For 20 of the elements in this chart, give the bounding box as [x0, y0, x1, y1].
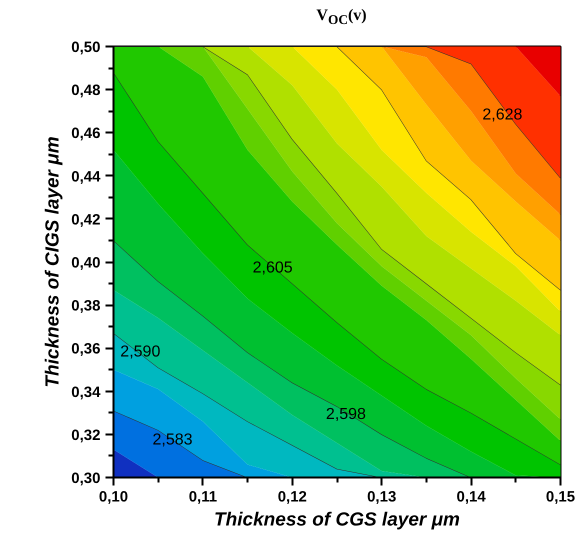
y-tick-label: 0,38 — [71, 298, 101, 315]
y-tick-label: 0,46 — [71, 125, 101, 142]
y-tick-label: 0,36 — [71, 340, 101, 358]
x-tick-label: 0,12 — [278, 488, 307, 506]
y-tick-label: 0,30 — [71, 470, 101, 487]
y-tick-label: 0,44 — [71, 168, 102, 186]
x-tick-label: 0,11 — [188, 488, 218, 506]
x-tick-label: 0,13 — [367, 488, 396, 506]
y-tick-label: 0,48 — [71, 82, 101, 100]
y-tick-label: 0,50 — [71, 39, 101, 56]
y-tick-label: 0,40 — [71, 254, 101, 272]
x-tick-label: 0,14 — [456, 488, 486, 506]
x-tick-label: 0,10 — [98, 488, 128, 506]
x-axis-title: Thickness of CGS layer μm — [214, 510, 460, 530]
x-tick-label: 0,15 — [546, 488, 576, 506]
y-tick-label: 0,42 — [71, 211, 101, 228]
y-axis-title: Thickness of CIGS layer μm — [42, 136, 64, 388]
y-tick-label: 0,32 — [71, 426, 101, 444]
y-tick-label: 0,34 — [71, 384, 102, 401]
chart-title: V$_{OC}$(v) — [316, 6, 367, 30]
